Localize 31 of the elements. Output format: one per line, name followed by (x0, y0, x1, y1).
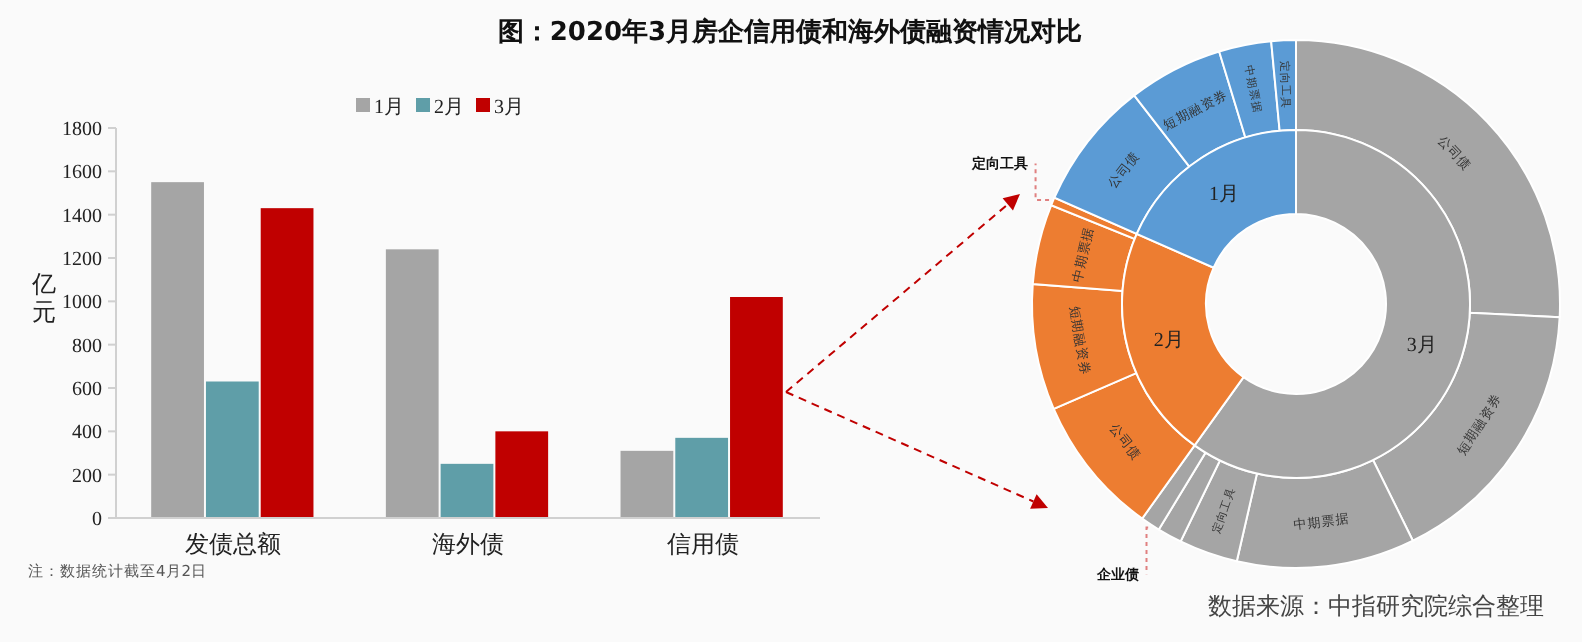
y-tick-label: 1000 (62, 292, 102, 315)
slice-label: 2月 (1153, 329, 1184, 352)
bar (495, 431, 549, 518)
bar (151, 182, 204, 518)
y-tick-label: 200 (72, 465, 102, 488)
x-tick-label: 发债总额 (185, 530, 282, 558)
y-tick-label: 400 (72, 422, 102, 445)
chart-title: 图：2020年3月房企信用债和海外债融资情况对比 (497, 16, 1083, 48)
y-tick-label: 1600 (62, 162, 102, 185)
bar (385, 249, 439, 518)
y-tick-label: 1800 (62, 119, 102, 141)
y-axis-title: 亿元 (30, 270, 56, 326)
slice-label: 1月 (1208, 184, 1239, 207)
bar (730, 297, 783, 518)
bar (260, 208, 314, 518)
legend-label: 1月 (374, 97, 404, 119)
bar (620, 450, 674, 518)
y-tick-label: 0 (92, 509, 102, 531)
legend-label: 3月 (494, 97, 524, 119)
bar (675, 437, 729, 518)
y-tick-label: 600 (72, 379, 102, 401)
x-tick-label: 信用债 (666, 530, 739, 558)
x-tick-label: 海外债 (432, 530, 504, 558)
y-tick-label: 1400 (62, 205, 102, 228)
bar (440, 463, 494, 518)
slice-label: 3月 (1406, 335, 1437, 358)
source-note: 数据来源：中指研究院综合整理 (1208, 592, 1544, 620)
y-tick-label: 800 (72, 335, 102, 358)
y-tick-label: 1200 (62, 249, 102, 271)
bar (205, 381, 259, 518)
legend-label: 2月 (434, 97, 464, 119)
